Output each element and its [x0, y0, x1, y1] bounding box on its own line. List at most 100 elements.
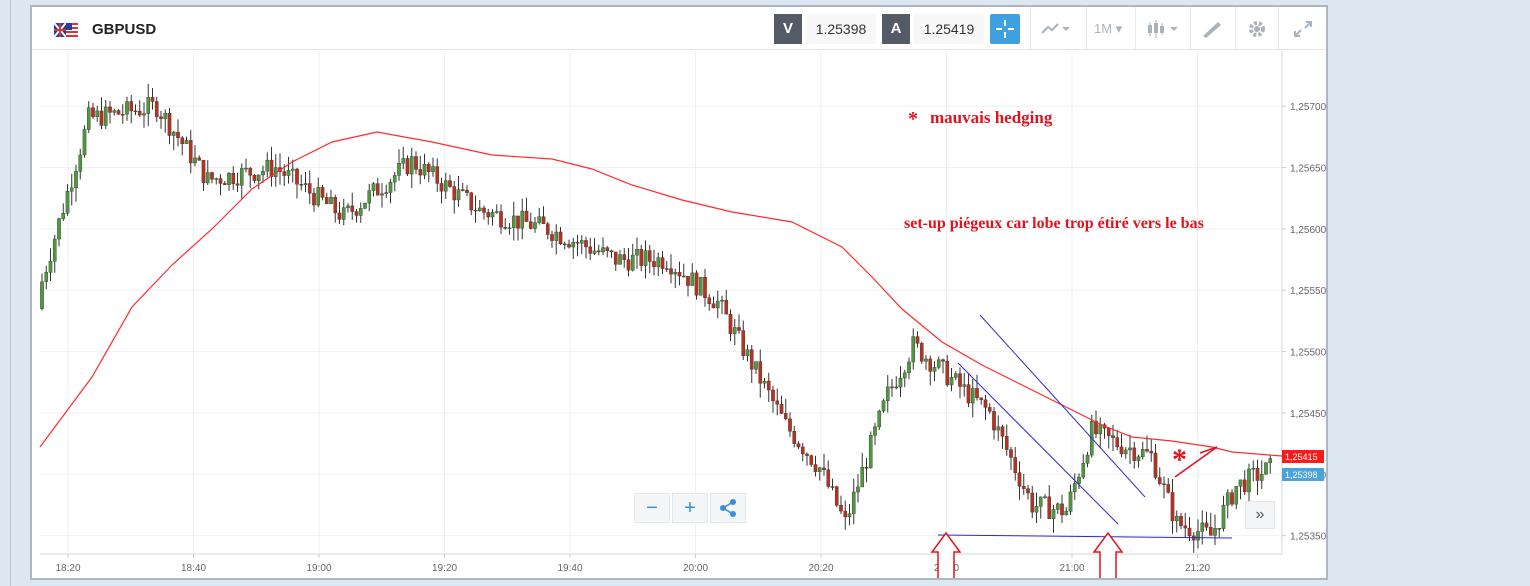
candle-body — [1119, 446, 1124, 455]
candle-body — [477, 207, 482, 212]
candle-body — [235, 183, 240, 186]
candle-body — [1174, 515, 1179, 522]
candle-body — [949, 377, 954, 386]
ask-badge[interactable]: A — [882, 14, 910, 44]
candle-body — [1051, 509, 1056, 519]
candle-body — [150, 97, 155, 102]
candle-body — [660, 257, 665, 269]
draw-tool-icon[interactable] — [1200, 19, 1224, 39]
asterisk-icon: * — [908, 108, 918, 130]
moving-average-line — [39, 131, 1283, 457]
y-tick-label: 1,25550 — [1290, 286, 1326, 297]
candle-body — [1000, 426, 1005, 437]
crosshair-button[interactable] — [990, 14, 1020, 44]
timeframe-selector[interactable]: 1M ▾ — [1094, 21, 1123, 36]
candle-body — [885, 386, 890, 401]
candle-body — [1064, 511, 1069, 516]
expand-icon[interactable] — [1292, 19, 1314, 39]
candle-body — [979, 397, 984, 400]
candle-body — [605, 247, 610, 251]
candle-body — [915, 336, 920, 344]
candle-body — [975, 388, 979, 398]
candle-body — [57, 218, 61, 240]
candle-body — [834, 486, 839, 506]
candle-body — [1255, 468, 1260, 481]
candle-body — [99, 110, 104, 126]
candle-body — [1247, 468, 1251, 493]
candle-body — [562, 243, 567, 245]
timeframe-label: 1M — [1094, 21, 1113, 36]
candle-body — [265, 159, 270, 172]
bid-badge[interactable]: V — [774, 14, 802, 44]
zoom-in-button[interactable]: + — [672, 493, 708, 523]
price-chart[interactable]: 1,25700 1,25650 1,25600 1,25550 1,25500 1,254… — [32, 7, 1326, 578]
candle-body — [316, 187, 321, 206]
candle-body — [312, 193, 316, 206]
candle-body — [239, 168, 244, 186]
toolbar-separator — [1190, 7, 1191, 49]
up-arrow-marker — [930, 531, 962, 578]
candle-body — [711, 303, 716, 309]
gear-icon[interactable] — [1246, 19, 1268, 39]
candle-body — [231, 173, 236, 185]
candle-body — [890, 386, 894, 389]
candle-body — [116, 110, 121, 115]
bid-price-tag-label: 1,25398 — [1285, 470, 1318, 480]
candle-body — [1153, 452, 1158, 478]
toolbar-separator — [1235, 7, 1236, 49]
candles-icon[interactable] — [1146, 19, 1186, 39]
candle-body — [299, 184, 304, 186]
y-tick-label: 1,25450 — [1290, 409, 1326, 420]
chart-toolbar: GBPUSD V 1.25398 A 1.25419 1M ▾ — [32, 7, 1326, 50]
y-tick-label: 1,25350 — [1290, 532, 1326, 543]
toolbar-separator — [1135, 7, 1136, 49]
candle-body — [499, 211, 503, 228]
candle-body — [715, 300, 720, 309]
candle-body — [295, 168, 299, 185]
candle-body — [579, 240, 584, 244]
candle-body — [142, 113, 146, 116]
candle-body — [1200, 522, 1205, 532]
candle-body — [159, 116, 163, 119]
candle-body — [533, 222, 537, 229]
candle-body — [1170, 492, 1175, 522]
ask-price: 1.25419 — [914, 14, 984, 44]
candle-body — [1123, 449, 1128, 455]
zoom-out-button[interactable]: − — [634, 493, 670, 523]
candle-body — [82, 129, 87, 156]
candle-body — [214, 178, 219, 180]
candle-body — [69, 187, 74, 192]
candle-body — [762, 380, 767, 384]
candle-body — [609, 250, 614, 253]
candle-body — [248, 167, 253, 176]
candle-body — [460, 189, 465, 191]
gb-us-flag-icon — [54, 23, 78, 37]
candle-body — [307, 183, 312, 194]
candle-body — [554, 231, 559, 241]
candle-body — [1149, 450, 1154, 454]
y-tick-label: 1,25700 — [1290, 102, 1326, 113]
share-icon — [720, 499, 736, 517]
scroll-right-button[interactable]: » — [1245, 501, 1275, 529]
candle-body — [137, 110, 142, 116]
candle-body — [482, 207, 486, 213]
symbol-label: GBPUSD — [92, 21, 157, 38]
candle-body — [503, 227, 508, 229]
candle-body — [1072, 483, 1077, 493]
candle-body — [103, 106, 108, 126]
candle-body — [796, 443, 801, 448]
candle-body — [1132, 447, 1137, 461]
candle-body — [775, 400, 780, 405]
candle-body — [953, 373, 958, 378]
candle-body — [350, 205, 355, 212]
candle-body — [388, 181, 393, 193]
chart-type-icon[interactable] — [1040, 19, 1080, 39]
share-button[interactable] — [710, 493, 746, 523]
x-tick-label: 19:00 — [306, 563, 331, 574]
candle-body — [677, 272, 682, 277]
candle-body — [749, 349, 754, 370]
candle-body — [907, 361, 911, 373]
candle-body — [516, 215, 520, 229]
candle-body — [1208, 527, 1213, 536]
candle-body — [358, 208, 363, 216]
